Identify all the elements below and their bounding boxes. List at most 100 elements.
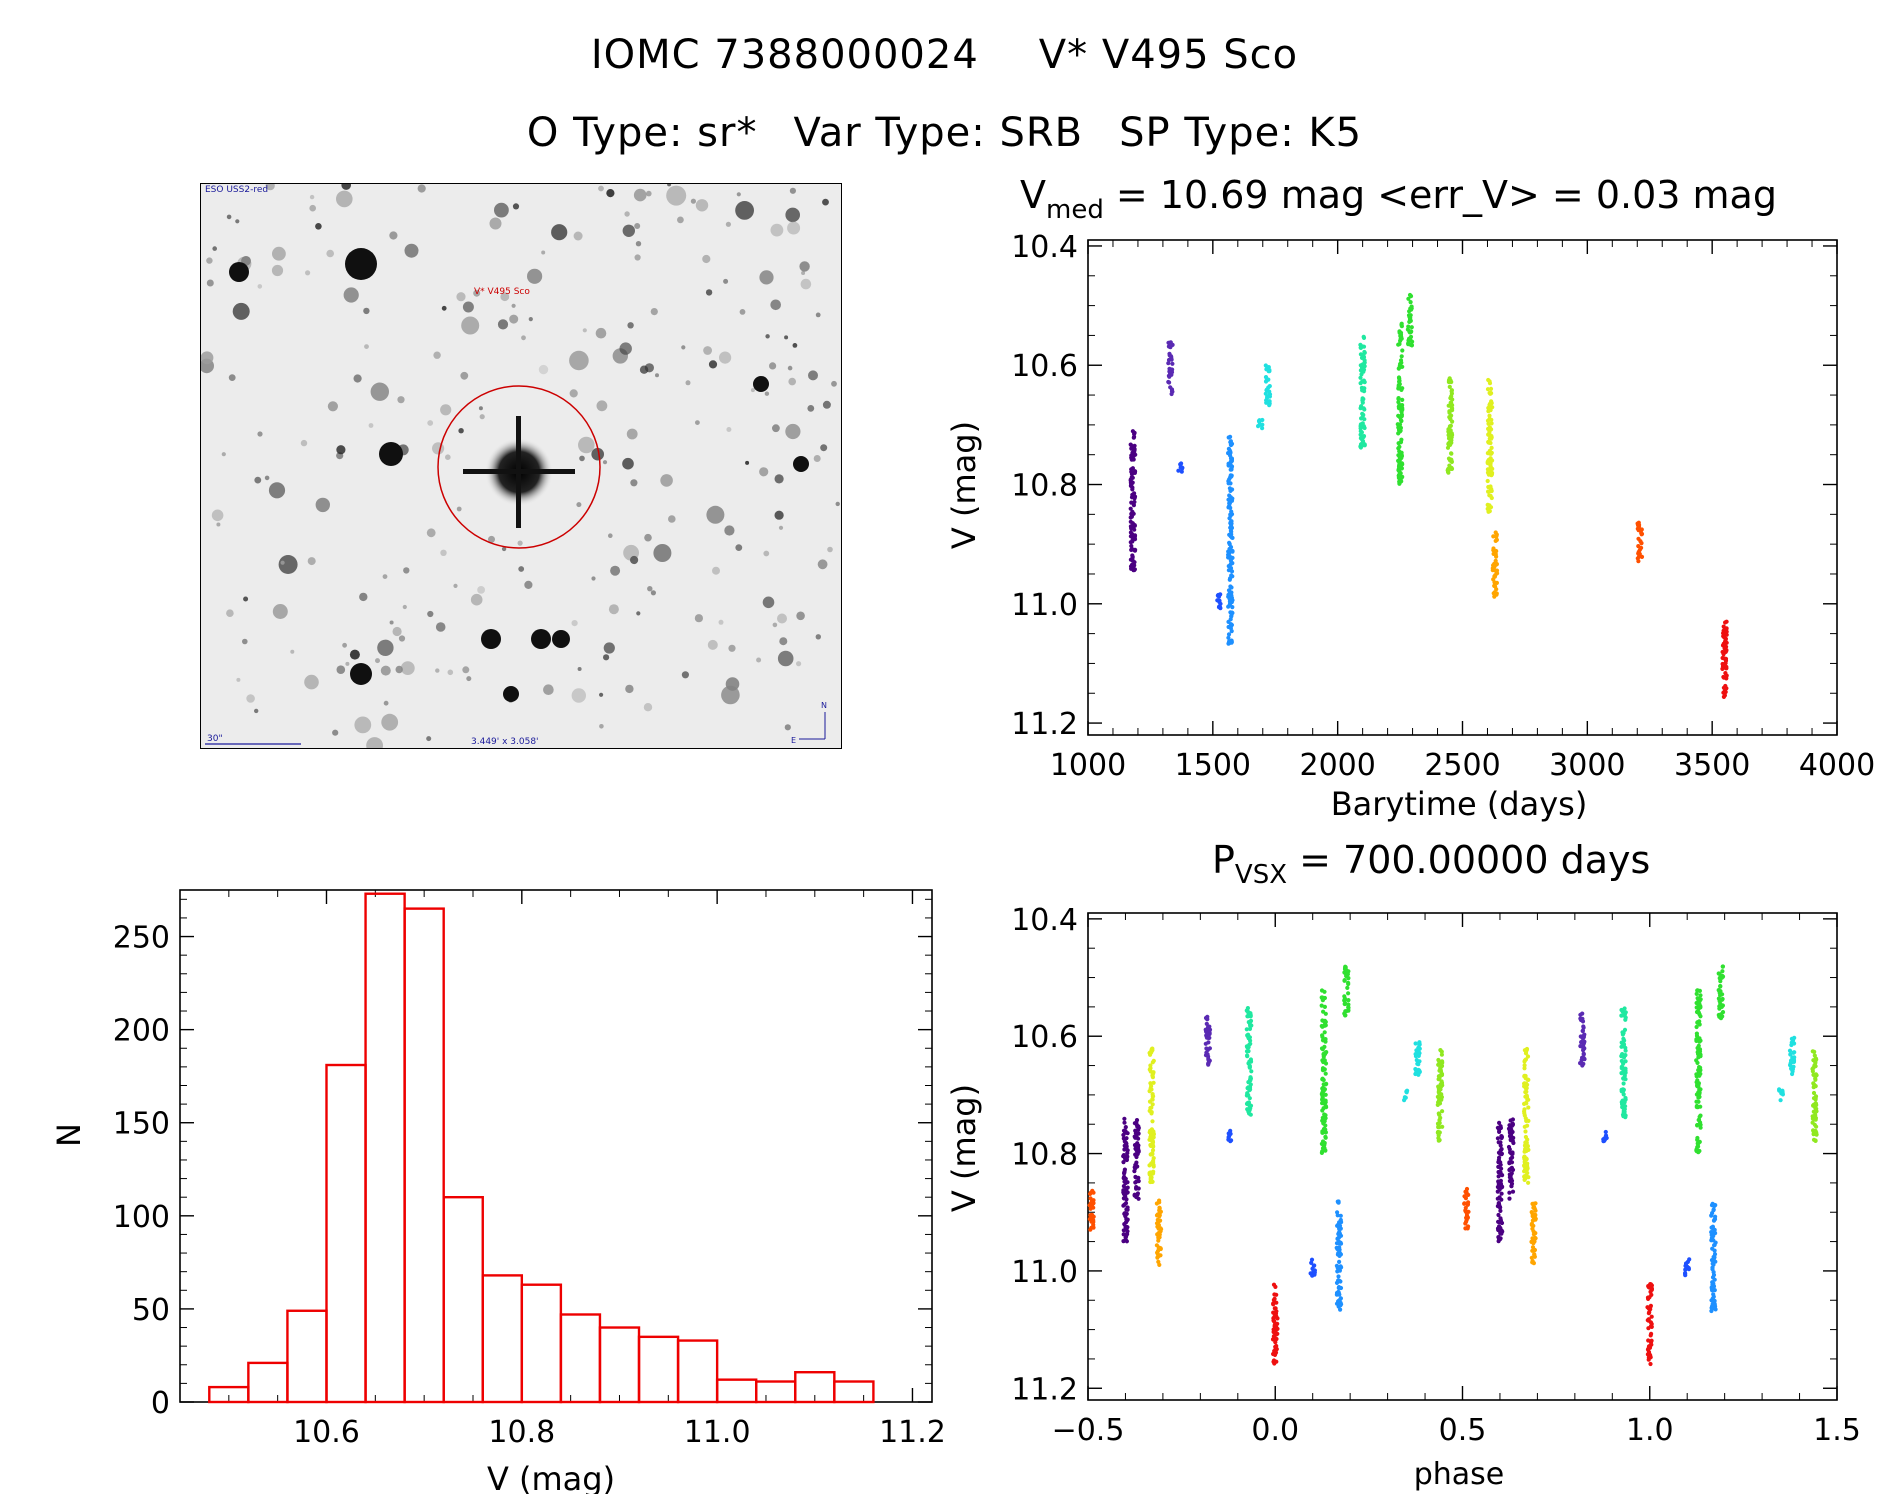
data-point	[1447, 410, 1452, 415]
background-star	[466, 676, 472, 682]
background-star	[440, 404, 452, 416]
background-star	[349, 649, 360, 660]
data-point	[1397, 364, 1402, 369]
background-star	[706, 505, 725, 524]
background-star	[579, 455, 585, 462]
data-point	[1487, 509, 1492, 514]
light-curve-points	[1128, 292, 1729, 700]
background-star	[377, 639, 394, 656]
background-star	[796, 611, 805, 621]
background-star	[787, 365, 793, 371]
background-star	[685, 380, 691, 386]
data-point	[1257, 422, 1262, 427]
background-star	[576, 502, 582, 508]
background-star	[759, 467, 769, 477]
background-star	[403, 567, 410, 574]
data-point	[1494, 562, 1499, 567]
background-star	[610, 565, 621, 576]
data-point	[1130, 564, 1135, 570]
background-star	[578, 436, 595, 454]
background-star	[257, 284, 263, 289]
data-point	[1399, 479, 1404, 484]
background-star	[573, 231, 583, 241]
background-star	[622, 457, 634, 470]
target-label: V* V495 Sco	[474, 287, 530, 297]
background-star	[501, 546, 507, 552]
background-star	[785, 207, 800, 223]
bright-star	[379, 442, 403, 466]
background-star	[440, 549, 447, 556]
background-star	[800, 278, 812, 290]
background-star	[644, 533, 652, 542]
y-tick-label: 10.4	[1011, 230, 1078, 265]
background-star	[363, 307, 370, 315]
data-point	[1226, 451, 1231, 456]
data-point	[1396, 384, 1401, 389]
data-point	[1724, 644, 1729, 649]
data-point	[1396, 446, 1401, 451]
data-point	[1398, 471, 1403, 476]
data-point	[1230, 555, 1235, 561]
data-point	[1228, 474, 1233, 479]
data-point	[1229, 464, 1234, 469]
data-point	[1361, 378, 1366, 383]
data-point	[1226, 479, 1231, 484]
background-star	[808, 370, 818, 381]
background-star	[309, 204, 316, 212]
background-star	[272, 604, 288, 619]
data-point	[1228, 617, 1233, 622]
data-point	[1128, 519, 1133, 524]
background-star	[708, 360, 718, 369]
background-star	[772, 622, 778, 628]
background-star	[774, 474, 784, 484]
background-star	[643, 703, 653, 712]
data-point	[1399, 466, 1404, 471]
figure-subtitle: O Type: sr* Var Type: SRB SP Type: K5	[0, 110, 1889, 156]
data-point	[1724, 632, 1729, 637]
background-star	[494, 202, 509, 218]
data-point	[1639, 527, 1644, 532]
background-star	[389, 620, 394, 625]
data-point	[1167, 369, 1172, 374]
data-point	[1176, 468, 1181, 473]
survey-label: ESO USS2-red	[205, 185, 268, 195]
y-tick-label: 11.2	[1011, 707, 1078, 742]
data-point	[1488, 391, 1493, 396]
data-point	[1636, 536, 1641, 541]
x-tick-label: 1000	[1050, 748, 1126, 783]
background-star	[400, 661, 415, 675]
data-point	[1396, 342, 1401, 347]
bright-star	[229, 262, 249, 282]
data-point	[1228, 545, 1234, 550]
background-star	[538, 364, 549, 375]
data-point	[1229, 640, 1234, 645]
data-point	[1488, 401, 1494, 406]
data-point	[1229, 593, 1234, 598]
bright-star	[503, 686, 519, 702]
data-point	[1169, 357, 1174, 362]
data-point	[1228, 439, 1233, 444]
data-point	[1720, 655, 1725, 661]
background-star	[724, 525, 735, 536]
background-star	[591, 447, 604, 461]
background-star	[591, 576, 596, 581]
data-point	[1130, 429, 1135, 434]
data-point	[1399, 324, 1404, 329]
data-point	[1361, 406, 1366, 411]
light-curve-ylabel: V (mag)	[945, 421, 983, 549]
background-star	[473, 289, 481, 297]
background-star	[445, 454, 451, 461]
background-star	[815, 312, 821, 318]
data-point	[1227, 501, 1232, 506]
background-star	[364, 344, 369, 349]
data-point	[1396, 396, 1401, 401]
data-point	[1489, 433, 1494, 439]
data-point	[1720, 666, 1725, 672]
data-point	[1218, 606, 1223, 611]
background-star	[599, 692, 604, 697]
background-star	[254, 476, 262, 484]
data-point	[1489, 427, 1494, 432]
data-point	[1226, 604, 1231, 609]
background-star	[695, 420, 700, 425]
data-point	[1129, 469, 1134, 474]
